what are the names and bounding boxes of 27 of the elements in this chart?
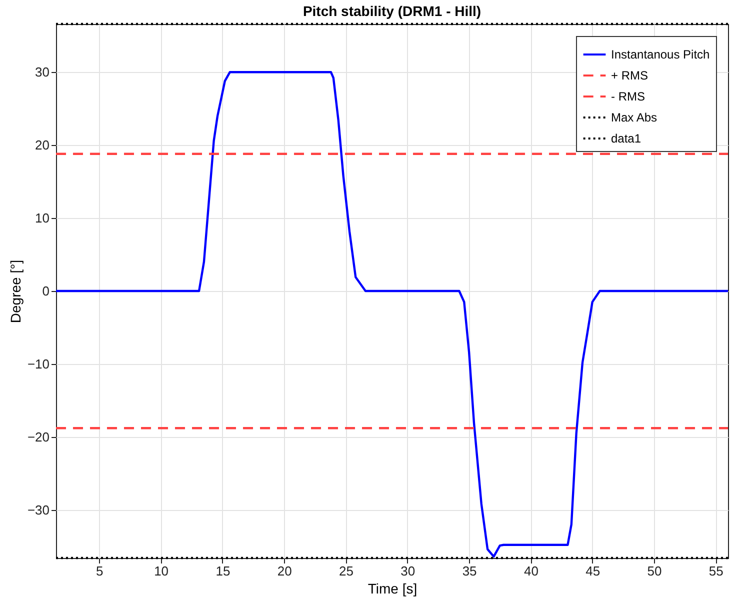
x-tick-label: 45 [586,564,600,578]
legend-label: Max Abs [611,110,658,124]
legend-label: Instantanous Pitch [611,48,710,62]
y-tick-label: −20 [27,429,50,444]
x-tick-label: 5 [96,564,104,578]
y-tick-label: 10 [35,210,50,226]
x-tick-label: 20 [277,564,292,578]
x-tick-label: 30 [400,564,416,578]
x-tick-label: 15 [216,564,230,578]
line-series [54,71,730,558]
legend-label: - RMS [611,90,645,104]
y-tick-label: −10 [27,356,50,372]
x-tick-label: 40 [524,564,538,578]
y-tick-label: −30 [27,502,50,518]
chart-title: Pitch stability (DRM1 - Hill) [302,2,482,19]
x-tick-label: 25 [339,564,354,578]
y-tick-label: 0 [42,284,50,298]
x-tick-label: 50 [647,564,662,578]
legend-label: + RMS [611,68,648,82]
x-tick-label: 35 [462,564,477,578]
y-tick-label: 30 [35,64,50,80]
y-tick-label: 20 [35,138,50,153]
x-axis-title: Time [s] [368,580,418,596]
x-tick-label: 55 [708,564,724,578]
x-tick-label: 10 [154,564,169,578]
legend-label: data1 [611,132,642,146]
y-axis-title: Degree [°] [7,260,24,324]
